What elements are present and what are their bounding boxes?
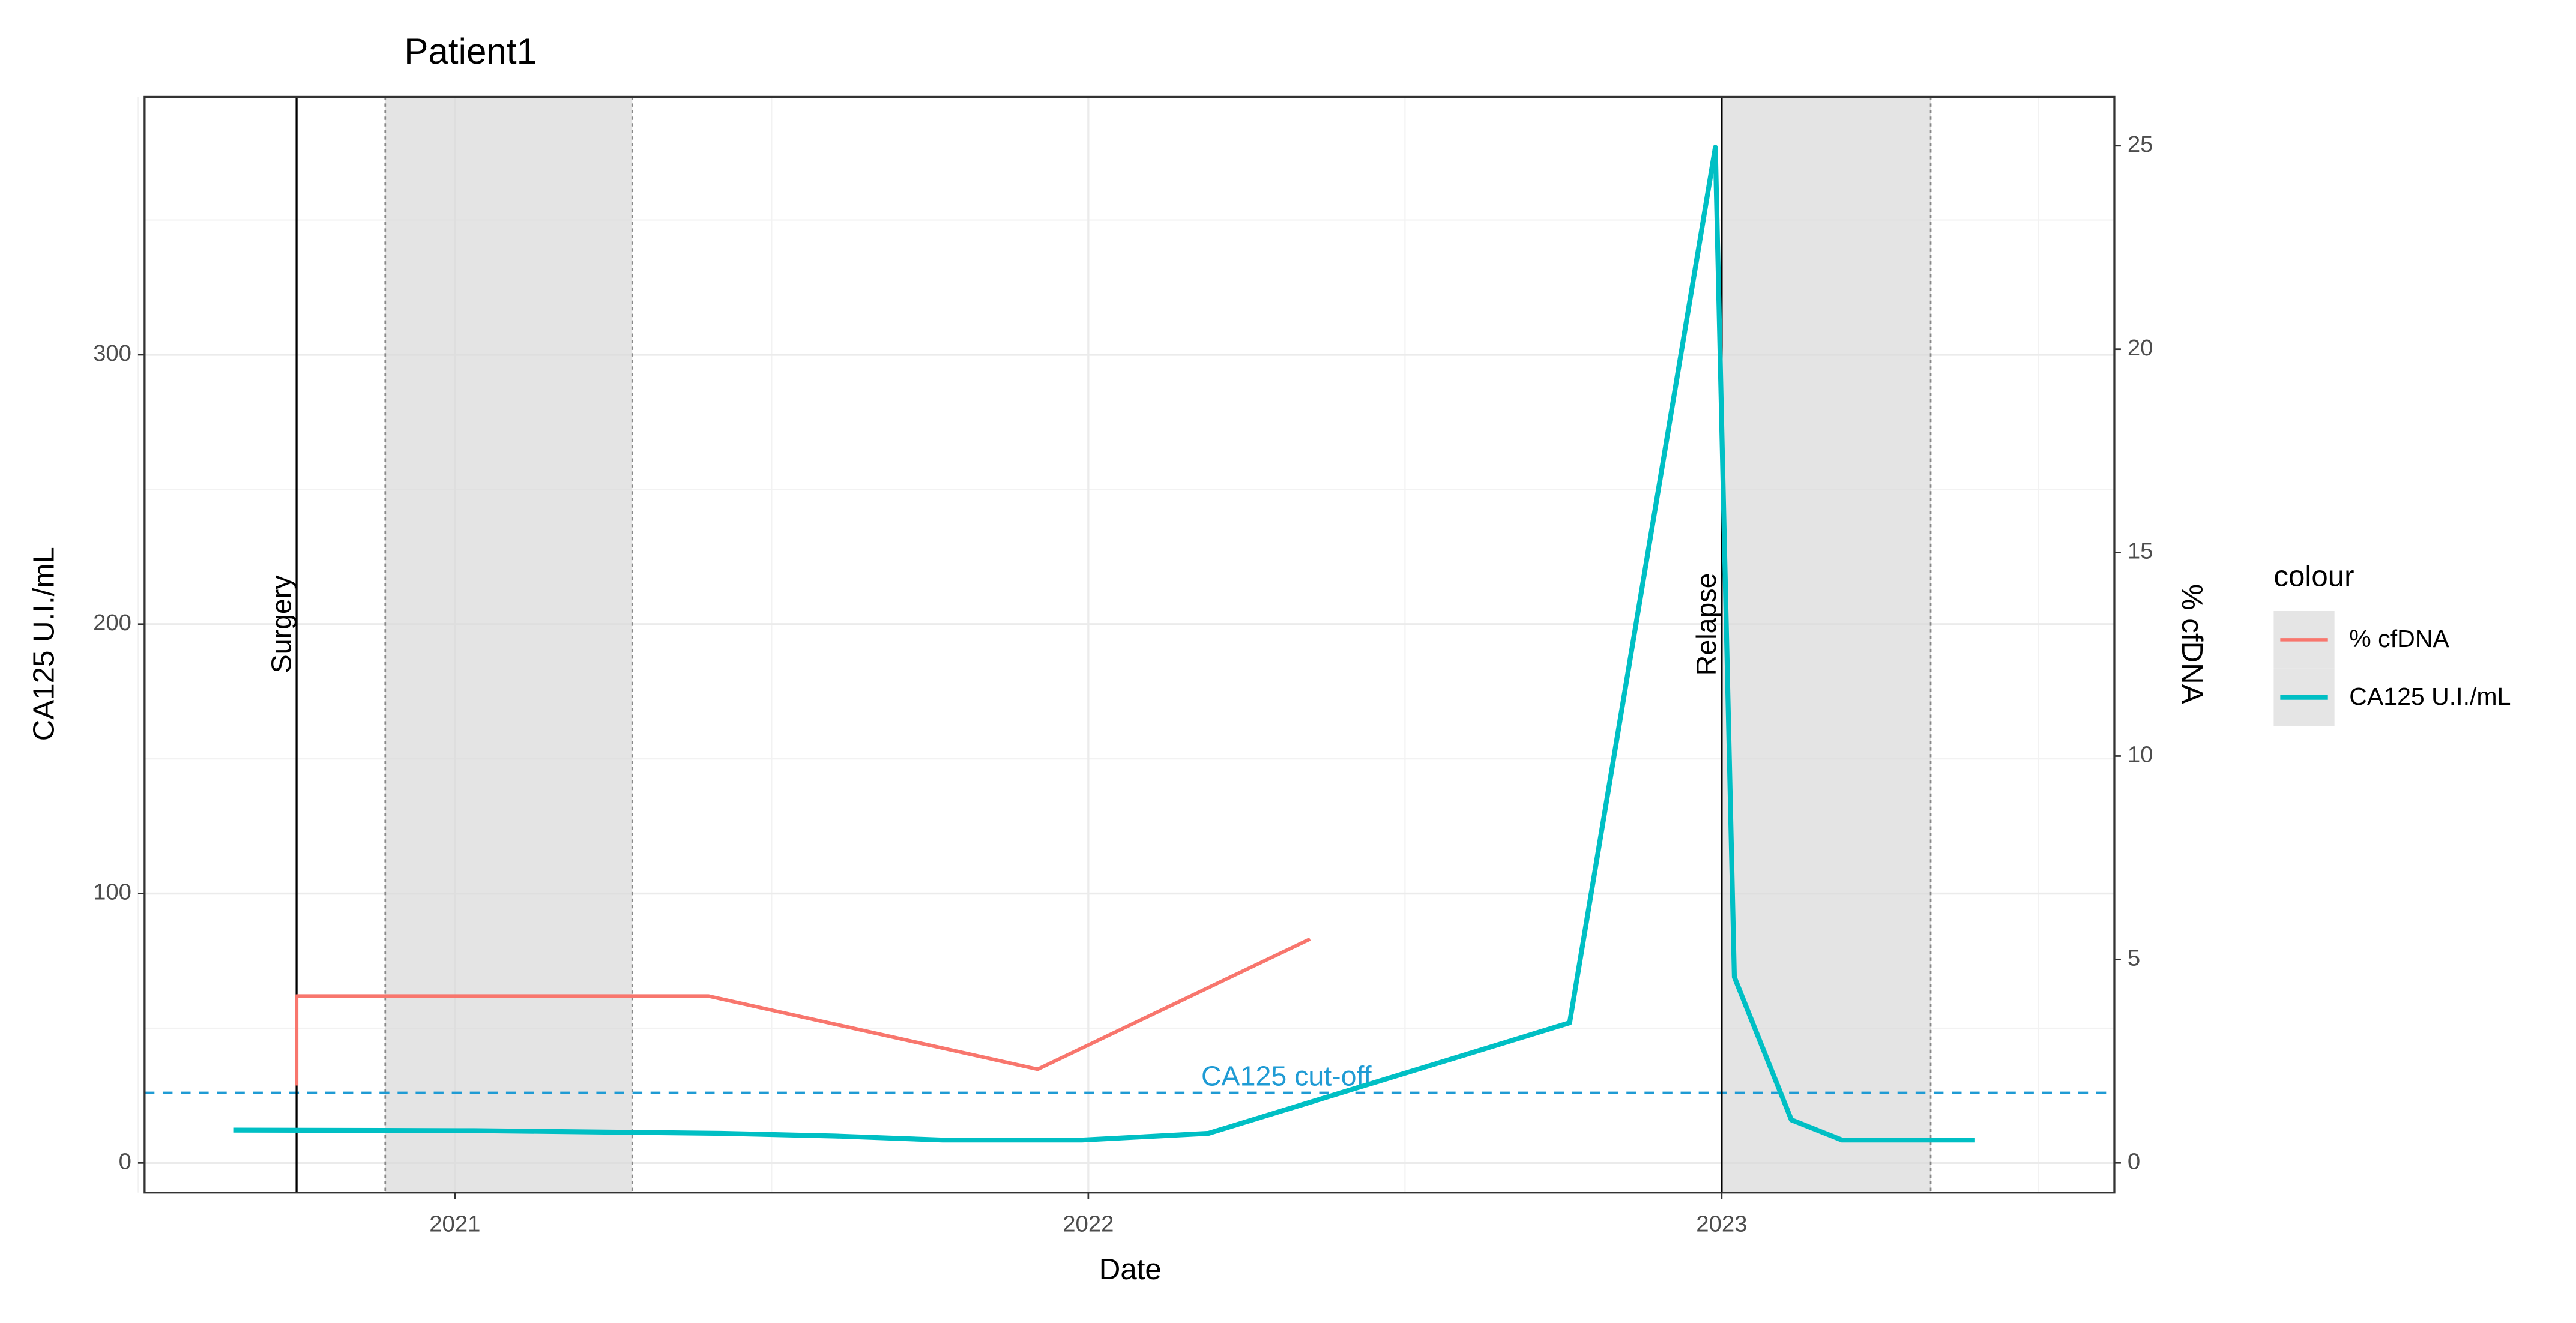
series-line xyxy=(295,937,1311,1086)
y2-tick-label: 10 xyxy=(2128,742,2153,768)
y-tick-label: 0 xyxy=(119,1148,131,1174)
y-tick-label: 300 xyxy=(93,340,131,366)
y-tick-label: 100 xyxy=(93,879,131,905)
y2-tick-label: 15 xyxy=(2128,538,2153,564)
x-tick-label: 2021 xyxy=(429,1211,480,1237)
legend-label: CA125 U.I./mL xyxy=(2349,683,2511,710)
event-label: Relapse xyxy=(1691,573,1722,676)
x-tick-label: 2022 xyxy=(1063,1211,1114,1237)
event-label: Surgery xyxy=(265,575,297,674)
x-tick-label: 2023 xyxy=(1696,1211,1747,1237)
series-line xyxy=(233,145,1975,1143)
treatment-period xyxy=(1721,97,1931,1193)
treatment-period xyxy=(385,97,633,1193)
y-axis-title: CA125 U.I./mL xyxy=(28,547,61,741)
y2-axis-title: % cfDNA xyxy=(2176,584,2209,704)
legend-label: % cfDNA xyxy=(2349,625,2449,652)
cutoff-label: CA125 cut-off xyxy=(1201,1060,1372,1091)
y-tick-label: 200 xyxy=(93,610,131,636)
y2-tick-label: 25 xyxy=(2128,131,2153,157)
y2-tick-label: 20 xyxy=(2128,335,2153,361)
y2-tick-label: 5 xyxy=(2128,945,2140,971)
y2-tick-label: 0 xyxy=(2128,1148,2140,1174)
legend-title: colour xyxy=(2273,559,2354,592)
x-axis-title: Date xyxy=(1099,1253,1162,1286)
chart-title: Patient1 xyxy=(404,31,537,71)
plot-border xyxy=(143,95,2116,1194)
